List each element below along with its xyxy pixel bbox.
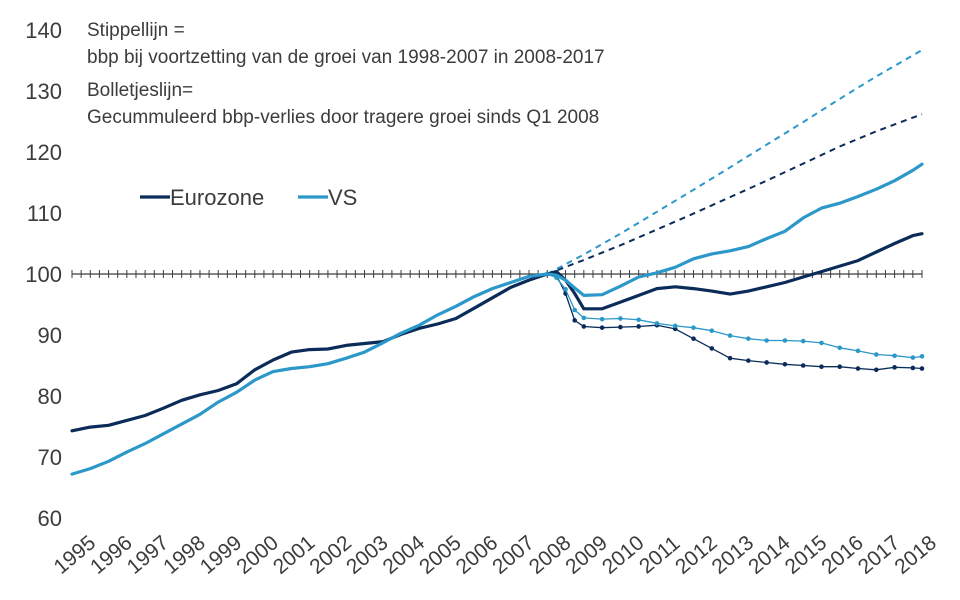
loss-marker xyxy=(636,324,641,329)
x-axis-line-at-100 xyxy=(71,270,923,278)
loss-marker xyxy=(691,336,696,341)
loss-marker xyxy=(910,355,916,360)
loss-marker xyxy=(837,345,843,351)
y-axis: 60 70 80 90 100 110 120 130 140 xyxy=(25,18,62,531)
loss-marker xyxy=(599,325,605,330)
loss-marker xyxy=(618,316,623,321)
series-line-eurozone xyxy=(70,232,924,433)
trend-line-eurozone xyxy=(546,113,923,275)
legend: Eurozone VS xyxy=(140,185,357,210)
annotation-block: Stippellijn = bbp bij voortzetting van de… xyxy=(87,20,605,128)
y-tick-label: 90 xyxy=(38,323,62,348)
loss-marker xyxy=(782,338,788,343)
annotation-line: Gecummuleerd bbp-verlies door tragere gr… xyxy=(87,107,599,128)
loss-marker xyxy=(782,361,788,367)
loss-marker xyxy=(855,348,861,354)
legend-label: VS xyxy=(328,185,357,210)
loss-marker xyxy=(919,366,925,371)
loss-marker xyxy=(581,324,587,329)
loss-marker xyxy=(599,316,605,322)
legend-label: Eurozone xyxy=(170,185,264,210)
y-tick-label: 100 xyxy=(25,262,62,287)
loss-marker xyxy=(764,338,769,343)
loss-marker xyxy=(709,346,715,351)
loss-marker xyxy=(654,321,660,326)
y-tick-label: 60 xyxy=(38,506,62,531)
loss-marker xyxy=(572,318,577,323)
loss-marker xyxy=(618,324,623,330)
loss-marker xyxy=(919,354,925,359)
annotation-line: Stippellijn = xyxy=(87,20,185,41)
loss-marker xyxy=(563,286,568,292)
annotation-line: Bolletjeslijn= xyxy=(87,80,193,101)
loss-marker xyxy=(764,360,769,365)
loss-marker xyxy=(636,317,641,323)
y-tick-label: 80 xyxy=(38,384,62,409)
loss-marker xyxy=(837,364,843,370)
y-tick-label: 140 xyxy=(25,18,62,43)
loss-marker xyxy=(672,323,678,329)
loss-marker xyxy=(855,366,861,371)
annotation-line: bbp bij voortzetting van de groei van 19… xyxy=(87,47,605,68)
x-tick-label: 2018 xyxy=(890,531,941,579)
loss-marker xyxy=(800,338,806,344)
loss-marker xyxy=(746,358,751,363)
trend-line-vs xyxy=(546,49,923,275)
y-tick-label: 120 xyxy=(25,140,62,165)
loss-marker xyxy=(910,365,916,371)
loss-marker xyxy=(691,325,696,330)
loss-marker xyxy=(727,333,733,338)
loss-marker xyxy=(819,340,824,346)
loss-marker xyxy=(709,328,715,334)
y-tick-label: 130 xyxy=(25,79,62,104)
y-tick-label: 70 xyxy=(38,445,62,470)
x-axis-labels: 1995199619971998199920002001200220032004… xyxy=(50,531,941,579)
loss-marker xyxy=(892,353,897,359)
loss-marker xyxy=(874,367,879,373)
loss-marker xyxy=(572,307,577,313)
loss-line-vs xyxy=(546,273,923,359)
series-layer xyxy=(70,49,925,476)
series-line-vs xyxy=(70,162,924,476)
loss-marker xyxy=(819,364,824,370)
loss-marker xyxy=(727,355,733,361)
loss-line-eurozone xyxy=(546,273,923,371)
loss-marker xyxy=(892,365,897,370)
loss-marker xyxy=(874,352,879,357)
loss-marker xyxy=(581,315,587,321)
y-tick-label: 110 xyxy=(27,201,62,226)
loss-marker xyxy=(800,363,806,368)
loss-marker xyxy=(746,336,751,341)
